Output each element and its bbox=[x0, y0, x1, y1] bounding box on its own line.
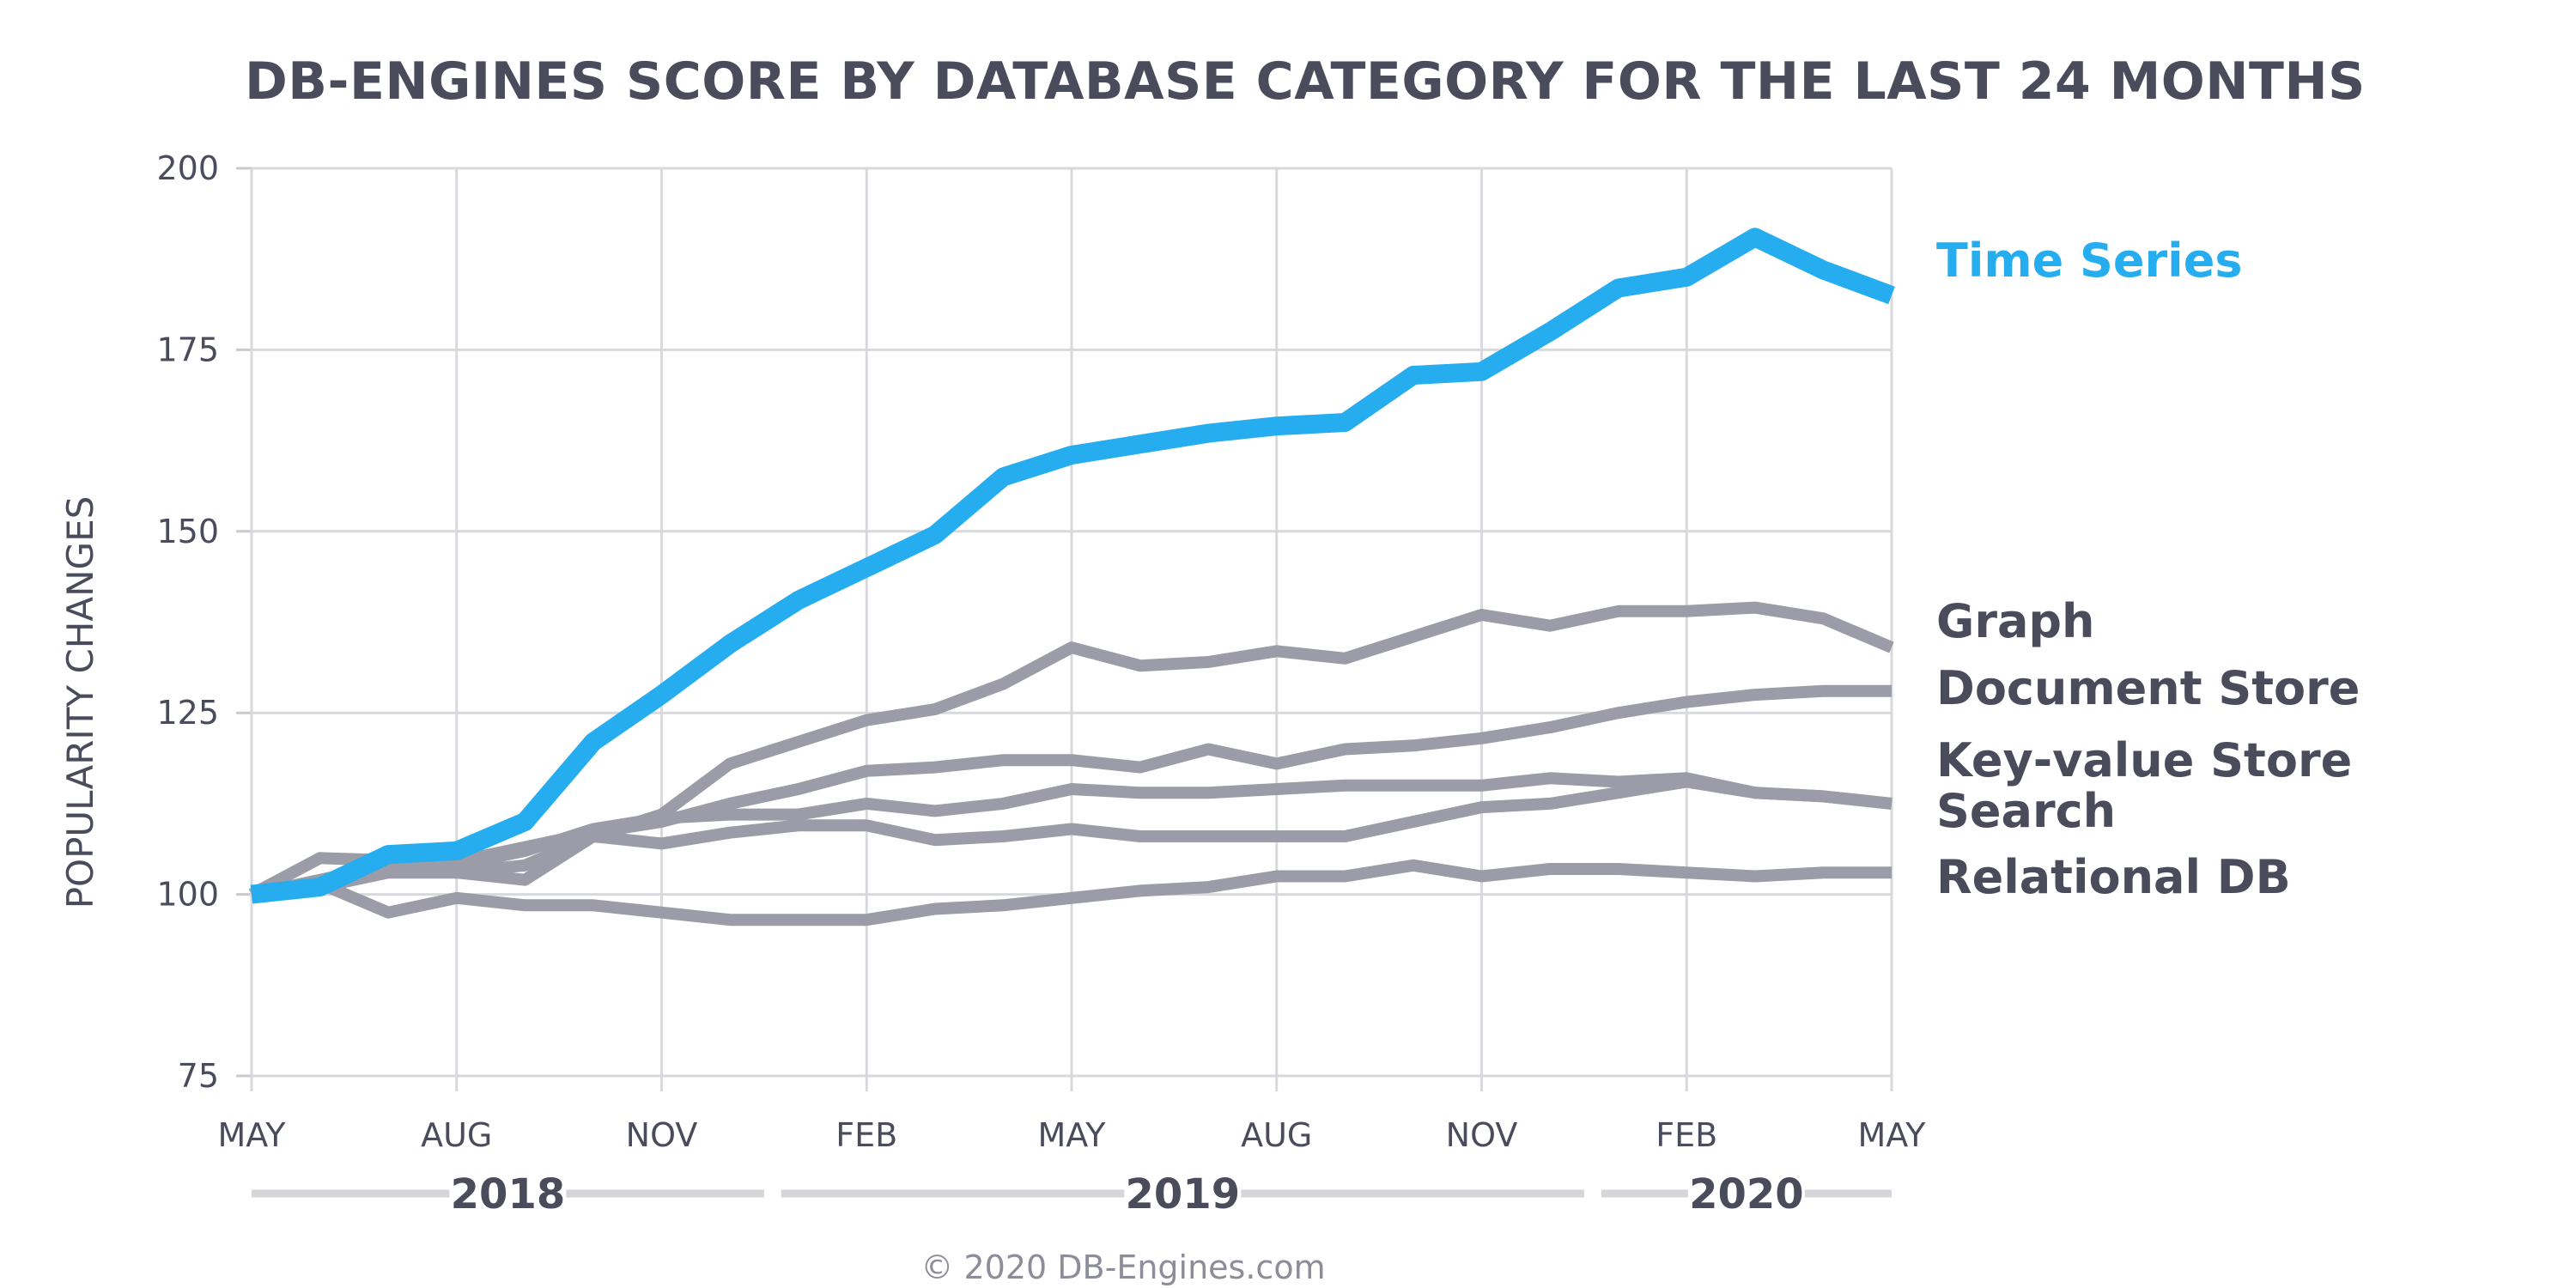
series-label-key-value-store: Key-value Store bbox=[1936, 733, 2352, 787]
series-line-time-series bbox=[250, 228, 1895, 904]
y-tick-label: 175 bbox=[156, 331, 219, 368]
grid-layer bbox=[236, 167, 1893, 1091]
series-label-relational-db: Relational DB bbox=[1936, 850, 2291, 904]
year-label: 2020 bbox=[1689, 1170, 1804, 1218]
series-label-time-series: Time Series bbox=[1936, 234, 2242, 288]
y-tick-label: 200 bbox=[156, 149, 219, 187]
y-tick-label: 150 bbox=[156, 513, 219, 550]
copyright-text: © 2020 DB-Engines.com bbox=[920, 1249, 1325, 1286]
year-axis: 2018 2019 2020 bbox=[252, 1170, 1892, 1218]
x-tick-label: FEB bbox=[835, 1116, 897, 1154]
y-tick-label: 125 bbox=[156, 694, 219, 732]
x-tick-label: MAY bbox=[1857, 1116, 1926, 1154]
y-tick-label: 75 bbox=[178, 1057, 219, 1095]
x-tick-label: MAY bbox=[1037, 1116, 1106, 1154]
year-label: 2019 bbox=[1126, 1170, 1241, 1218]
series-label-graph: Graph bbox=[1936, 594, 2095, 648]
series-line-relational-db bbox=[250, 859, 1892, 927]
x-tick-label: NOV bbox=[1446, 1116, 1518, 1154]
series-label-document-store: Document Store bbox=[1936, 661, 2360, 715]
series-line-search bbox=[251, 775, 1893, 901]
x-tick-label: AUG bbox=[421, 1116, 492, 1154]
chart-title: DB-ENGINES SCORE BY DATABASE CATEGORY FO… bbox=[245, 52, 2366, 112]
series-line-graph bbox=[248, 601, 1894, 900]
x-tick-label: MAY bbox=[217, 1116, 286, 1154]
series-layer bbox=[248, 228, 1895, 927]
y-axis-label: POPULARITY CHANGES bbox=[59, 496, 101, 909]
x-axis-ticks: MAY AUG NOV FEB MAY AUG NOV FEB MAY bbox=[217, 1116, 1926, 1154]
series-labels: Graph Document Store Key-value StoreSearch… bbox=[1936, 234, 2360, 904]
x-tick-label: AUG bbox=[1241, 1116, 1312, 1154]
y-tick-label: 100 bbox=[156, 876, 219, 914]
x-tick-label: FEB bbox=[1656, 1116, 1717, 1154]
series-line-key-value-store bbox=[250, 772, 1893, 901]
series-label-search: Search bbox=[1936, 784, 2116, 838]
x-tick-label: NOV bbox=[626, 1116, 698, 1154]
y-axis-ticks: 75 100 125 150 175 200 bbox=[156, 149, 219, 1095]
year-label: 2018 bbox=[451, 1170, 566, 1218]
